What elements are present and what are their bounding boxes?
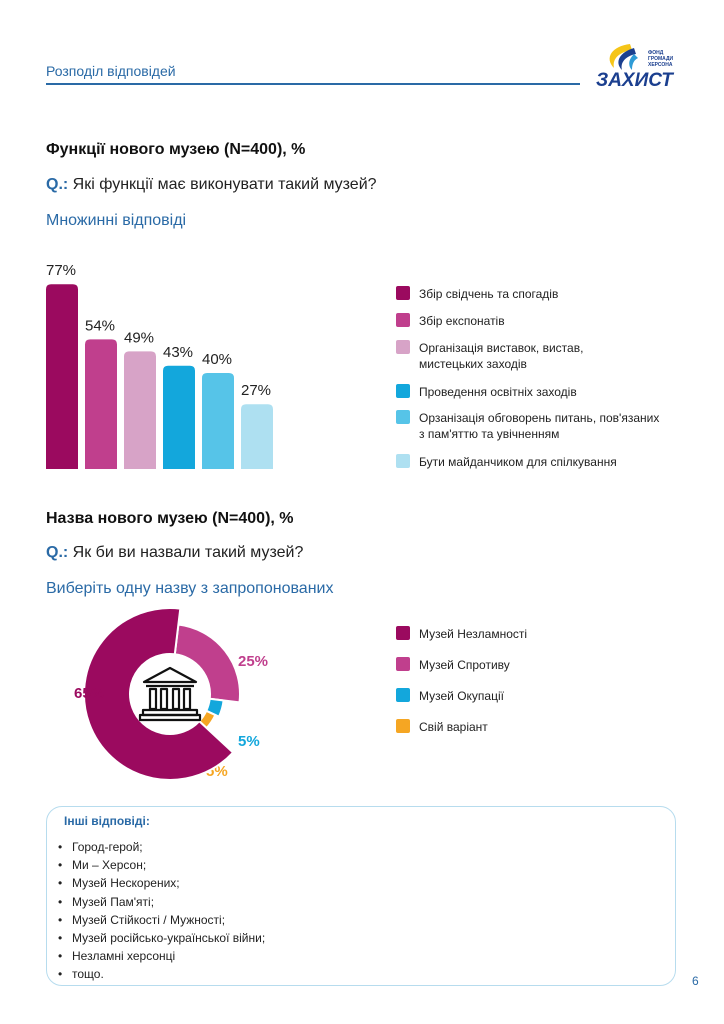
bar-4 <box>163 365 195 469</box>
legend-label: Музей Незламності <box>419 627 528 641</box>
legend-label: Організація виставок, вистав, мистецьких … <box>419 341 584 371</box>
functions-bar-chart: 77% 54% 49% 43% 40% 27% <box>46 262 273 469</box>
legend-item-4: Свій варіант <box>396 719 488 735</box>
question-prefix: Q.: <box>46 544 69 561</box>
legend-label: Бути майданчиком для спілкування <box>419 455 617 469</box>
list-item: • Музей Стійкості / Мужності; <box>58 911 265 929</box>
name-donut-chart: 25%5%5%65% <box>74 608 268 781</box>
logo-wordmark: ЗАХИСТ <box>596 70 674 91</box>
legend-item-3: Музей Окупації <box>396 688 504 704</box>
legend-swatch <box>396 384 410 398</box>
legend-swatch <box>396 286 410 300</box>
logo-line1: ФОНД <box>648 50 664 56</box>
bar-1 <box>46 284 78 469</box>
legend-label: Збір свідчень та спогадів <box>419 287 559 301</box>
legend-label: Орзанізація обговорень питань, пов'язани… <box>419 411 660 441</box>
donut-value-label-2: 25% <box>238 653 268 670</box>
bar-value-label-2: 54% <box>85 317 115 334</box>
legend-label: Свій варіант <box>419 720 488 734</box>
section1-subtitle: Множинні відповіді <box>46 212 187 229</box>
bar-3 <box>124 351 156 469</box>
list-item: • Город-герой; <box>58 838 265 856</box>
list-item-text: тощо. <box>72 967 104 982</box>
header-divider <box>46 83 580 85</box>
section2-title: Назва нового музею (N=400), % <box>46 510 294 527</box>
question-prefix: Q.: <box>46 176 69 193</box>
list-item: • Ми – Херсон; <box>58 856 265 874</box>
legend-swatch <box>396 657 410 671</box>
bar-value-label-4: 43% <box>163 344 193 361</box>
logo-line3: ХЕРСОНА <box>648 62 673 68</box>
donut-slice-1 <box>83 608 235 781</box>
question-text: Які функції має виконувати такий музей? <box>72 176 377 193</box>
bullet-icon: • <box>58 930 63 945</box>
legend-swatch <box>396 626 410 640</box>
other-answers-title: Інші відповіді: <box>64 814 150 828</box>
bar-6 <box>241 404 273 469</box>
bar-value-label-3: 49% <box>124 329 154 346</box>
legend-item-2: Музей Спротиву <box>396 657 510 673</box>
legend-swatch <box>396 719 410 733</box>
legend-label: Музей Окупації <box>419 689 504 703</box>
bullet-icon: • <box>58 894 63 909</box>
legend-swatch <box>396 454 410 468</box>
bar-2 <box>85 339 117 469</box>
legend-label: Музей Спротиву <box>419 658 510 672</box>
bar-5 <box>202 373 234 469</box>
legend-swatch <box>396 340 410 354</box>
list-item: • тощо. <box>58 965 265 983</box>
bullet-icon: • <box>58 949 63 964</box>
list-item: • Музей російсько-української війни; <box>58 929 265 947</box>
list-item-text: Музей Пам'яті; <box>72 894 155 909</box>
list-item: • Музей Пам'яті; <box>58 893 265 911</box>
list-item-text: Город-герой; <box>72 840 143 854</box>
legend-item-2: Збір експонатів <box>396 313 505 329</box>
bar-value-label-5: 40% <box>202 351 232 368</box>
bar-value-label-6: 27% <box>241 382 271 399</box>
donut-value-label-1: 65% <box>74 685 104 702</box>
page-number: 6 <box>692 974 699 988</box>
bar-value-label-1: 77% <box>46 262 76 279</box>
question-text: Як би ви назвали такий музей? <box>72 544 304 561</box>
legend-item-5: Орзанізація обговорень питань, пов'язани… <box>396 410 659 442</box>
section2-subtitle: Виберіть одну назву з запропонованих <box>46 580 334 597</box>
legend-item-1: Збір свідчень та спогадів <box>396 286 558 302</box>
donut-slice-2 <box>173 623 241 704</box>
section-label: Розподіл відповідей <box>46 63 176 79</box>
logo-emblem-icon: ФОНД ГРОМАДИ ХЕРСОНА ЗАХИСТ <box>596 44 674 91</box>
bullet-icon: • <box>58 912 63 927</box>
legend-swatch <box>396 688 410 702</box>
museum-icon <box>138 666 202 722</box>
donut-hole <box>132 656 208 732</box>
list-item-text: Незламні херсонці <box>72 949 176 964</box>
legend-swatch <box>396 313 410 327</box>
legend-item-3: Організація виставок, вистав, мистецьких … <box>396 340 583 372</box>
other-answers-list: • Город-герой; • Ми – Херсон; • Музей Нескоре… <box>58 838 265 984</box>
legend-label: Збір експонатів <box>419 314 505 328</box>
zakhyst-logo: ФОНД ГРОМАДИ ХЕРСОНА ЗАХИСТ <box>590 40 690 92</box>
list-item-text: Музей Нескорених; <box>72 876 180 891</box>
legend-swatch <box>396 410 410 424</box>
logo-line2: ГРОМАДИ <box>648 56 674 62</box>
bullet-icon: • <box>58 876 63 891</box>
section2-question: Q.: Як би ви назвали такий музей? <box>46 544 303 562</box>
legend-item-6: Бути майданчиком для спілкування <box>396 454 617 470</box>
section1-title: Функції нового музею (N=400), % <box>46 141 306 158</box>
list-item-text: Ми – Херсон; <box>72 858 147 873</box>
other-answers-box <box>46 806 676 986</box>
legend-item-4: Проведення освітніх заходів <box>396 384 577 400</box>
bullet-icon: • <box>58 858 63 873</box>
bullet-icon: • <box>58 840 63 854</box>
list-item: • Музей Нескорених; <box>58 874 265 892</box>
bullet-icon: • <box>58 967 63 982</box>
legend-label: Проведення освітніх заходів <box>419 385 577 399</box>
list-item-text: Музей російсько-української війни; <box>72 930 266 945</box>
section1-question: Q.: Які функції має виконувати такий муз… <box>46 176 377 194</box>
legend-item-1: Музей Незламності <box>396 626 527 642</box>
donut-value-label-3: 5% <box>238 733 260 750</box>
list-item-text: Музей Стійкості / Мужності; <box>72 912 226 927</box>
list-item: • Незламні херсонці <box>58 947 265 965</box>
